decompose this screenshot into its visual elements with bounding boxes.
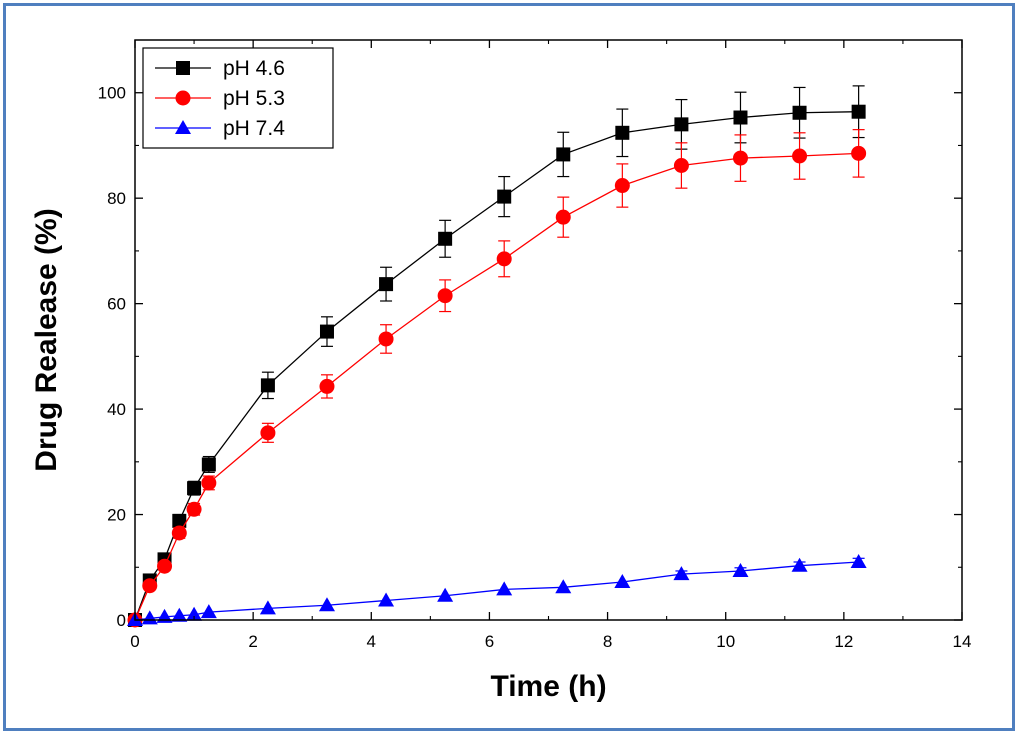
data-point: [186, 606, 203, 621]
data-point: [791, 557, 808, 572]
data-point: [497, 189, 512, 204]
data-point: [201, 457, 216, 472]
data-point: [378, 331, 394, 347]
data-point: [851, 145, 867, 161]
y-tick-label: 100: [98, 84, 126, 103]
plot-layer: [127, 85, 867, 628]
data-point: [171, 607, 188, 622]
x-axis-title: Time (h): [490, 670, 606, 703]
data-point: [319, 324, 334, 339]
data-point: [615, 125, 630, 140]
x-tick-label: 12: [834, 632, 853, 651]
data-point: [792, 148, 808, 164]
figure-frame: 0 2 4 6 8 10 12 14 0 20 40 60 80 100 Time (h) Drug Re…: [3, 3, 1015, 731]
y-tick-label: 80: [107, 189, 126, 208]
data-point: [187, 481, 202, 496]
legend: pH 4.6 pH 5.3 pH 7.4: [142, 47, 334, 149]
y-tick-label: 40: [107, 400, 126, 419]
data-point: [260, 378, 275, 393]
y-axis-title: Drug Realease (%): [30, 208, 63, 471]
data-point: [318, 597, 335, 612]
data-point: [733, 110, 748, 125]
data-point: [200, 604, 217, 619]
data-point: [186, 501, 202, 517]
data-point: [141, 610, 158, 625]
data-point: [673, 157, 689, 173]
series-line: [134, 561, 859, 621]
legend-entry: pH 5.3: [155, 87, 285, 110]
data-point: [496, 251, 512, 267]
data-point: [142, 578, 158, 594]
drug-release-chart: 0 2 4 6 8 10 12 14 0 20 40 60 80 100 Time (h) Drug Re…: [30, 39, 972, 703]
data-point: [379, 277, 394, 292]
series-line: [134, 111, 859, 621]
legend-entry: pH 4.6: [155, 57, 285, 80]
y-tick-label: 60: [107, 295, 126, 314]
data-point: [260, 425, 276, 441]
data-point: [172, 513, 187, 528]
data-point: [378, 592, 395, 607]
data-point: [850, 554, 867, 568]
data-point: [673, 566, 690, 581]
data-point: [319, 378, 335, 394]
data-point: [851, 104, 866, 119]
data-point: [732, 562, 749, 577]
series-ph-4-6: [128, 85, 866, 627]
data-point: [555, 209, 571, 225]
data-point: [614, 574, 631, 589]
legend-entry: pH 7.4: [155, 117, 285, 140]
series-ph-7-4: [127, 554, 867, 626]
legend-marker: [175, 120, 191, 134]
axes-layer: 0 2 4 6 8 10 12 14 0 20 40 60 80 100: [98, 39, 972, 651]
data-point: [556, 147, 571, 162]
x-tick-label: 10: [716, 632, 735, 651]
data-point: [732, 150, 748, 166]
data-point: [157, 558, 173, 574]
series-line: [134, 152, 859, 621]
data-point: [674, 117, 689, 132]
legend-label: pH 7.4: [223, 117, 285, 140]
data-point: [437, 587, 454, 602]
data-point: [614, 178, 630, 194]
data-point: [259, 600, 276, 615]
data-point: [792, 105, 807, 120]
x-tick-label: 14: [953, 632, 972, 651]
series-ph-5-3: [127, 129, 867, 628]
legend-marker: [176, 61, 190, 75]
data-point: [437, 288, 453, 304]
data-point: [496, 581, 513, 596]
y-tick-label: 20: [107, 506, 126, 525]
data-point: [555, 579, 572, 594]
y-tick-label: 0: [117, 611, 126, 630]
x-tick-label: 2: [248, 632, 257, 651]
data-point: [171, 525, 187, 541]
legend-marker: [175, 90, 191, 106]
x-tick-label: 4: [367, 632, 376, 651]
x-tick-label: 8: [603, 632, 612, 651]
x-tick-label: 6: [485, 632, 494, 651]
x-tick-label: 0: [130, 632, 139, 651]
data-point: [201, 475, 217, 491]
legend-label: pH 4.6: [223, 57, 285, 80]
legend-label: pH 5.3: [223, 87, 285, 110]
data-point: [438, 231, 453, 246]
